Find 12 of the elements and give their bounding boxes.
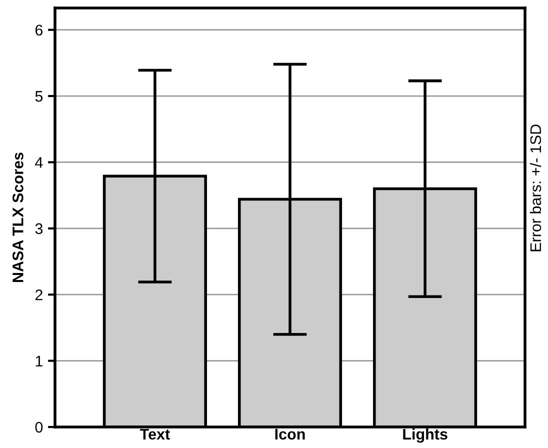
y-tick-label: 6 (35, 24, 43, 36)
x-tick-label: Icon (275, 428, 305, 440)
y-tick-label: 4 (35, 157, 43, 168)
y-tick-label: 2 (35, 289, 42, 300)
text: Error bars: +/- 1SD (530, 124, 542, 252)
x-tick-label: Lights (403, 428, 448, 443)
y-axis-title: NASA TLX Scores (12, 152, 24, 282)
y-tick-label: 5 (35, 91, 43, 102)
y-tick-label: 0 (35, 422, 43, 433)
y-tick-label: 1 (36, 356, 42, 366)
x-tick-label: Text (140, 428, 170, 440)
y-tick-label: 3 (35, 223, 43, 234)
